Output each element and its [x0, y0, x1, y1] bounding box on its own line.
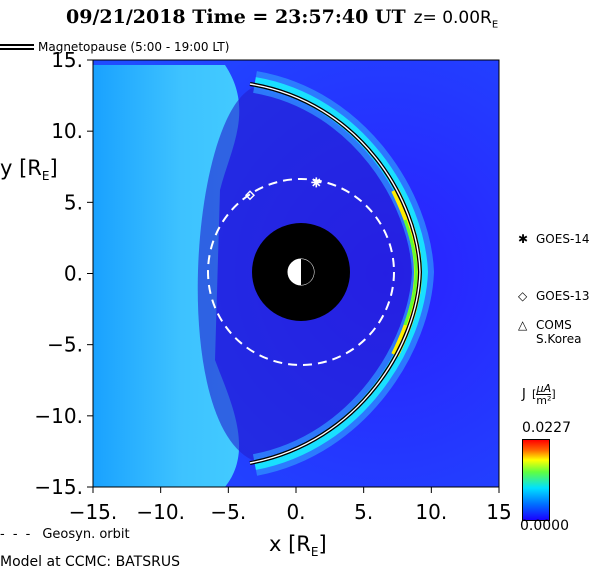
goes14-label: GOES-14 [536, 232, 590, 246]
x-tick-label: 15 [486, 500, 511, 524]
geosyn-legend: - - - Geosyn. orbit [0, 527, 130, 542]
x-tick-label: −10. [136, 500, 185, 524]
earth-icon [287, 258, 315, 286]
nightside-current-region [93, 65, 240, 487]
goes13-marker-icon [244, 190, 255, 201]
goes13-legend: ◇ GOES-13 [518, 289, 590, 303]
goes14-marker-icon [311, 177, 322, 188]
title-datetime: 09/21/2018 Time = 23:57:40 UT [66, 6, 406, 28]
y-tick-label: 10. [51, 119, 83, 143]
colorbar-max: 0.0227 [522, 420, 571, 436]
goes13-diamond-icon: ◇ [518, 289, 528, 303]
y-tick-label: 0. [64, 262, 83, 286]
coms-triangle-icon: △ [518, 318, 528, 332]
x-tick-label: 0. [286, 500, 305, 524]
goes14-asterisk-icon: ✱ [518, 232, 529, 246]
x-tick-label: 5. [354, 500, 373, 524]
title-z: z= 0.00RE [413, 8, 499, 31]
geosyn-orbit [207, 178, 395, 366]
magnetopause-current-inner [254, 77, 429, 470]
magnetopause-legend: Magnetopause (5:00 - 19:00 LT) [0, 40, 229, 54]
x-axis-ticks: −15. −10. −5. 0. 5. 10. 15 [69, 487, 512, 524]
page-title: 09/21/2018 Time = 23:57:40 UT z= 0.00RE [66, 6, 498, 30]
x-tick-label: −5. [210, 500, 246, 524]
y-tick-label: 5. [64, 190, 83, 214]
y-tick-label: 15. [51, 48, 83, 72]
colorbar-label: J [ µA m² ] [522, 382, 556, 407]
y-tick-label: −10. [34, 404, 83, 428]
coms-legend: △ COMS S.Korea [518, 318, 581, 346]
x-tick-label: 10. [415, 500, 447, 524]
magnetopause-legend-label: Magnetopause (5:00 - 19:00 LT) [38, 40, 230, 54]
model-credit: Model at CCMC: BATSRUS [0, 554, 180, 570]
y-tick-label: −15. [34, 475, 83, 499]
colorbar [522, 439, 550, 521]
geosyn-dash-icon: - - - [0, 527, 33, 542]
y-axis-ticks: 15. 10. 5. 0. −5. −10. −15. [34, 48, 93, 499]
goes13-label: GOES-13 [536, 289, 590, 303]
magnetopause-swatch-icon [0, 44, 34, 50]
magnetopause-line-core [249, 83, 421, 464]
y-axis-label: y [RE] [0, 156, 58, 184]
subsolar-current-peak [403, 219, 418, 326]
colorbar-min: 0.0000 [520, 518, 569, 534]
x-axis-label: x [RE] [269, 532, 327, 560]
coms-label: COMS [536, 318, 572, 332]
x-tick-label: −15. [69, 500, 118, 524]
geosyn-legend-label: Geosyn. orbit [42, 527, 130, 542]
y-tick-label: −5. [47, 333, 83, 357]
coms-sublabel: S.Korea [536, 332, 582, 346]
goes14-legend: ✱ GOES-14 [518, 232, 590, 246]
